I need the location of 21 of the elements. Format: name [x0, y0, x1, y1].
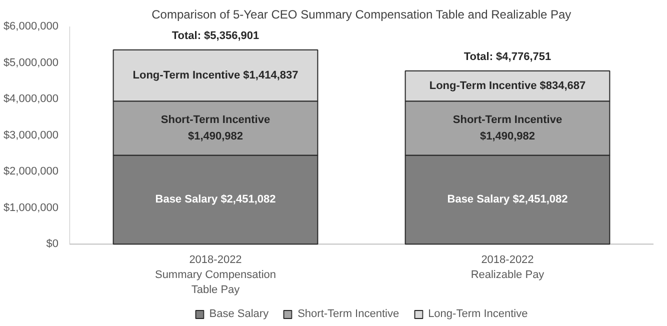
- total-label: Total: $4,776,751: [464, 50, 552, 63]
- data-label: Long-Term Incentive $1,414,837: [132, 69, 298, 82]
- x-tick-label: 2018-2022 Realizable Pay: [470, 254, 545, 282]
- y-tick-label: $2,000,000: [3, 166, 59, 178]
- data-label: Short-Term Incentive $1,490,982: [452, 114, 562, 143]
- data-label: Long-Term Incentive $834,687: [429, 80, 586, 92]
- legend-label: Long-Term Incentive: [428, 308, 528, 320]
- total-label: Total: $5,356,901: [172, 30, 260, 42]
- y-tick-label: $6,000,000: [3, 20, 59, 32]
- chart-title: Comparison of 5-Year CEO Summary Compensation Table and Realizable Pay: [152, 8, 572, 22]
- x-tick-label: 2018-2022 Summary Compensation Table Pay: [154, 254, 276, 296]
- data-label: Base Salary $2,451,082: [447, 194, 568, 206]
- y-tick-label: $4,000,000: [3, 93, 59, 106]
- legend-label: Base Salary: [209, 308, 269, 320]
- data-label: Base Salary $2,451,082: [155, 194, 276, 206]
- data-label: Short-Term Incentive $1,490,982: [160, 114, 270, 143]
- y-tick-label: $1,000,000: [3, 202, 59, 214]
- legend-label: Short-Term Incentive: [298, 308, 400, 320]
- y-tick-label: $0: [46, 238, 59, 250]
- y-tick-label: $3,000,000: [3, 129, 59, 142]
- y-tick-label: $5,000,000: [3, 56, 59, 69]
